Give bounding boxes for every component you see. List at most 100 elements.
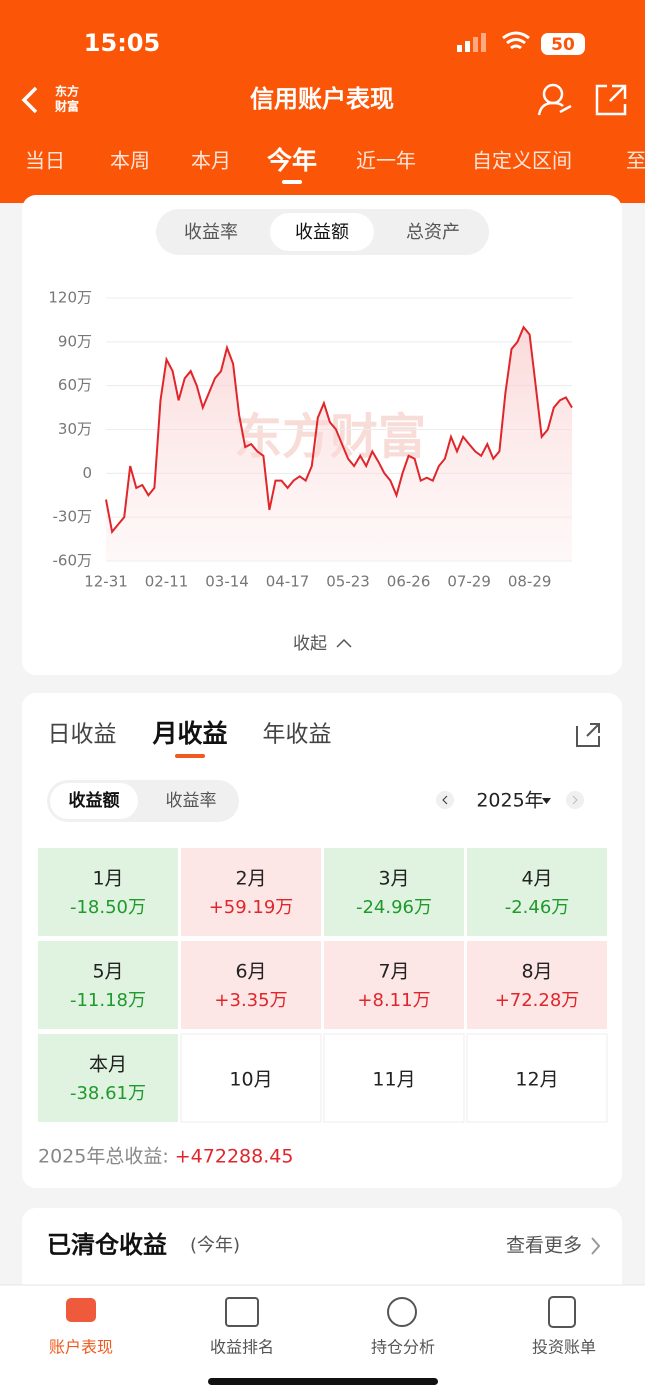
nav-label[interactable]: 收益排名 — [210, 1338, 274, 1357]
y-tick-label: -30万 — [53, 508, 93, 526]
income-tab[interactable]: 年收益 — [263, 722, 332, 748]
dropdown — [542, 798, 551, 804]
more-arrow — [591, 1237, 601, 1255]
toggle[interactable]: 收益额 — [69, 790, 120, 811]
user-icon[interactable] — [537, 83, 572, 116]
month-cell[interactable] — [467, 941, 607, 1029]
area — [106, 327, 572, 561]
month-value: -11.18万 — [70, 990, 146, 1011]
card — [22, 1208, 622, 1308]
month-cell[interactable] — [323, 1033, 465, 1123]
y-tick-label: 120万 — [48, 289, 92, 307]
month-label: 7月 — [378, 961, 409, 983]
x-tick-label: 02-11 — [145, 573, 189, 591]
next-year[interactable] — [566, 791, 584, 809]
y-tick-label: 0 — [82, 464, 92, 482]
share[interactable] — [576, 723, 600, 747]
logo-line: 财富 — [54, 99, 79, 114]
month-label: 12月 — [515, 1069, 558, 1091]
income-tab[interactable]: 月收益 — [151, 719, 227, 748]
y-tick-label: 90万 — [58, 332, 92, 350]
tab-indicator — [175, 754, 205, 758]
month-label: 6月 — [235, 961, 266, 983]
month-value: +3.35万 — [214, 990, 287, 1011]
month-cell[interactable] — [38, 848, 178, 936]
x-tick-label: 07-29 — [447, 573, 491, 591]
metric-tab[interactable]: 总资产 — [406, 222, 460, 243]
month-label: 3月 — [378, 868, 409, 890]
y-tick-label: -60万 — [53, 552, 93, 570]
battery — [541, 33, 585, 55]
month-label: 4月 — [521, 868, 552, 890]
nav-label[interactable]: 账户表现 — [49, 1338, 113, 1357]
month-cell[interactable] — [38, 941, 178, 1029]
month-cell[interactable] — [324, 941, 464, 1029]
month-cell[interactable] — [466, 1033, 608, 1123]
page-title: 信用账户表现 — [250, 85, 394, 113]
x-tick-label: 12-31 — [84, 573, 128, 591]
signal — [457, 33, 486, 52]
month-cell[interactable] — [181, 941, 321, 1029]
x-tick-label: 06-26 — [387, 573, 431, 591]
month-value: -18.50万 — [70, 897, 146, 918]
month-cell[interactable] — [38, 1034, 178, 1122]
month-cell[interactable] — [467, 848, 607, 936]
section-title: 已清仓收益 — [47, 1231, 167, 1259]
month-label: 1月 — [92, 868, 123, 890]
month-label: 5月 — [92, 961, 123, 983]
section-period: (今年) — [190, 1235, 240, 1256]
nav-label[interactable]: 持仓分析 — [371, 1338, 435, 1357]
tab-indicator — [282, 180, 302, 184]
month-label: 2月 — [235, 868, 266, 890]
more[interactable]: 查看更多 — [506, 1235, 582, 1257]
month-cell[interactable] — [324, 848, 464, 936]
wifi — [502, 31, 530, 50]
total-label: 2025年总收益: — [38, 1146, 169, 1168]
month-cell[interactable] — [180, 1033, 322, 1123]
nav-icon — [387, 1297, 417, 1327]
metric-tab[interactable]: 收益额 — [295, 222, 349, 243]
collapse-arrow[interactable] — [336, 638, 352, 648]
total-value: +472288.45 — [175, 1146, 294, 1168]
period-tab[interactable]: 今年 — [267, 146, 317, 175]
month-label: 10月 — [229, 1069, 272, 1091]
time: 15:05 — [84, 29, 160, 57]
month-label: 本月 — [89, 1054, 127, 1076]
month-value: +59.19万 — [209, 897, 294, 918]
collapse[interactable]: 收起 — [293, 634, 327, 654]
income-tab[interactable]: 日收益 — [48, 722, 117, 748]
period-tab[interactable]: 至 — [626, 149, 645, 173]
toggle[interactable]: 收益率 — [166, 791, 217, 811]
month-value: -2.46万 — [505, 897, 570, 918]
nav-label[interactable]: 投资账单 — [532, 1338, 596, 1357]
period-tab[interactable]: 本月 — [191, 149, 231, 173]
period-tab[interactable]: 当日 — [25, 149, 65, 173]
line — [105, 325, 573, 535]
prev-year[interactable] — [436, 791, 454, 809]
metric-tab[interactable]: 收益率 — [184, 222, 238, 243]
prev-arrow — [442, 795, 448, 805]
year[interactable]: 2025年 — [476, 790, 543, 812]
header-bg — [0, 0, 645, 203]
back[interactable] — [21, 86, 38, 114]
x-tick-label: 08-29 — [508, 573, 552, 591]
month-label: 8月 — [521, 961, 552, 983]
nav-icon — [548, 1296, 576, 1328]
period-tab[interactable]: 本周 — [110, 149, 150, 173]
nav-icon — [66, 1298, 96, 1322]
y-tick-label: 60万 — [58, 376, 92, 394]
logo-line: 东方 — [55, 84, 79, 99]
share-icon[interactable] — [595, 84, 627, 116]
battery-level: 50 — [551, 35, 575, 55]
period-tab[interactable]: 自定义区间 — [472, 149, 572, 173]
x-tick-label: 05-23 — [326, 573, 370, 591]
next-arrow — [572, 795, 578, 805]
period-tab[interactable]: 近一年 — [356, 149, 416, 173]
month-value: -24.96万 — [356, 897, 432, 918]
x-tick-label: 04-17 — [266, 573, 310, 591]
month-cell[interactable] — [181, 848, 321, 936]
month-value: -38.61万 — [70, 1083, 146, 1104]
y-tick-label: 30万 — [58, 420, 92, 438]
